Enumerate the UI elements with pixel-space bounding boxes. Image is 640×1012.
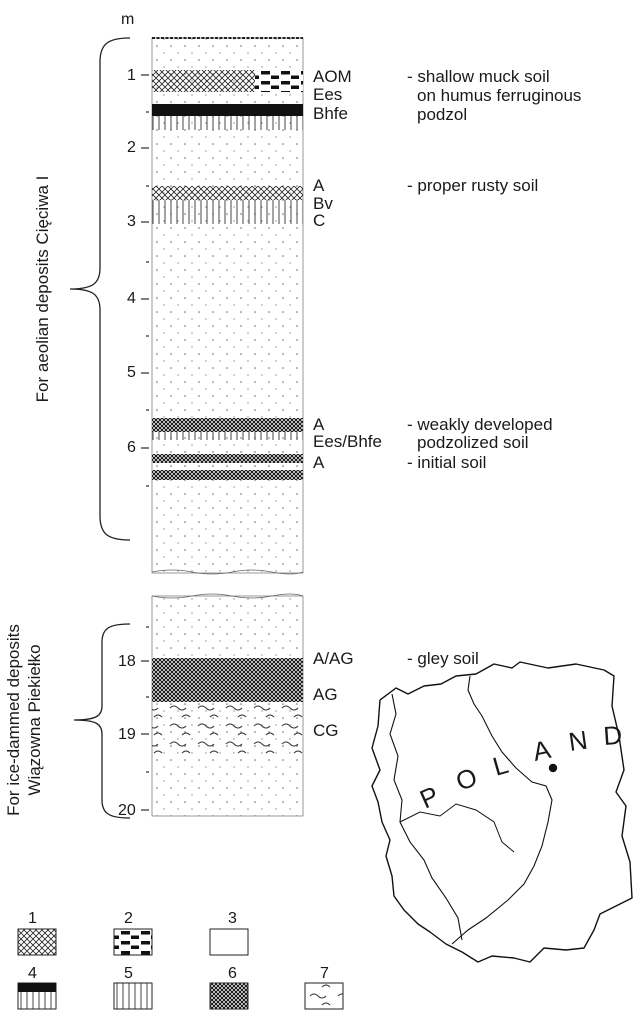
depth-unit-label: m xyxy=(121,11,134,28)
horizon-code: AOM xyxy=(313,67,352,86)
map-country-letter: P xyxy=(415,780,443,814)
tick-label: 20 xyxy=(118,802,136,819)
site-location-marker xyxy=(548,763,558,773)
layer-podzolized-a xyxy=(152,418,303,432)
horizon-description: on humus ferruginous xyxy=(417,86,581,105)
upper-bracket-label: For aeolian deposits Cięciwa I xyxy=(33,176,52,403)
layer-bhfe-illuvial xyxy=(152,116,303,130)
tick-label: 3 xyxy=(127,213,136,230)
upper-depth-scale: 1 2 3 4 5 6 xyxy=(127,67,149,487)
legend-number: 4 xyxy=(28,965,37,982)
horizon-description: - proper rusty soil xyxy=(407,176,538,195)
lower-depth-scale: 18 19 20 xyxy=(118,626,149,819)
tick-label: 1 xyxy=(127,67,136,84)
horizon-description: - shallow muck soil xyxy=(407,67,550,86)
horizon-code: Ees/Bhfe xyxy=(313,432,382,451)
upper-horizon-descriptions: - shallow muck soil on humus ferruginous… xyxy=(407,67,581,472)
legend-swatch-dense xyxy=(209,982,249,1010)
horizon-code: AG xyxy=(313,685,338,704)
layer-aom-muck xyxy=(255,70,303,92)
layer-cg xyxy=(152,702,303,758)
vistula-river xyxy=(451,675,553,945)
horizon-code: Bhfe xyxy=(313,104,348,123)
tick-label: 4 xyxy=(127,290,136,307)
legend-number: 2 xyxy=(124,910,133,927)
horizon-code: A xyxy=(313,176,325,195)
upper-column xyxy=(151,37,304,575)
horizon-code: A xyxy=(313,415,325,434)
legend-swatch-muck xyxy=(113,928,153,956)
lower-bracket xyxy=(73,623,131,819)
horizon-code: A/AG xyxy=(313,649,354,668)
map-country-letter: D xyxy=(602,720,623,751)
map-country-letter: N xyxy=(567,725,590,757)
legend-swatch-vertical xyxy=(113,982,153,1010)
tick-label: 5 xyxy=(127,364,136,381)
horizon-description: - weakly developed xyxy=(407,415,553,434)
tick-label: 19 xyxy=(118,726,136,743)
lower-horizon-codes: A/AG AG CG xyxy=(313,649,354,740)
map-country-letter: O xyxy=(452,762,481,797)
lower-column xyxy=(151,593,304,817)
layer-bhfe xyxy=(152,104,303,116)
upper-horizon-codes: AOM Ees Bhfe A Bv C A Ees/Bhfe A xyxy=(313,67,382,472)
tick-label: 2 xyxy=(127,139,136,156)
tick-label: 6 xyxy=(127,439,136,456)
layer-rusty-bv xyxy=(152,200,303,224)
horizon-code: Bv xyxy=(313,194,333,213)
horizon-code: Ees xyxy=(313,85,342,104)
layer-rusty-a xyxy=(152,186,303,200)
oder-river xyxy=(389,693,463,941)
map-country-letter: L xyxy=(489,749,511,782)
layer-initial-a-lower xyxy=(152,470,303,480)
horizon-description: - initial soil xyxy=(407,453,486,472)
map-country-letter: A xyxy=(530,734,554,767)
legend-number: 3 xyxy=(228,910,237,927)
horizon-code: CG xyxy=(313,721,339,740)
horizon-code: A xyxy=(313,453,325,472)
horizon-description: - gley soil xyxy=(407,649,479,668)
tick-label: 18 xyxy=(118,653,136,670)
legend-number: 5 xyxy=(124,965,133,982)
legend-number: 1 xyxy=(28,910,37,927)
legend-swatch-gley xyxy=(304,982,344,1010)
horizon-description: podzol xyxy=(417,105,467,124)
legend-swatch-sand xyxy=(209,928,249,956)
legend-number: 7 xyxy=(320,965,329,982)
layer-initial-a-upper xyxy=(152,454,303,463)
upper-bracket xyxy=(69,37,131,541)
layer-a-ag xyxy=(152,658,303,702)
layer-podzolized-ees xyxy=(152,432,303,440)
poland-outline xyxy=(371,661,633,963)
legend-swatch-crosshatch xyxy=(17,928,57,956)
warta-river xyxy=(399,803,515,853)
horizon-description: podzolized soil xyxy=(417,433,529,452)
legend-number: 6 xyxy=(228,965,237,982)
lower-bracket-label-line1: For ice-dammed deposits xyxy=(4,624,23,816)
legend: 1 2 3 4 5 6 7 xyxy=(17,910,344,1010)
horizon-code: C xyxy=(313,211,325,230)
poland-map: P O L A N D xyxy=(371,661,633,963)
lower-bracket-label-line2: Wiązowna Piekiełko xyxy=(25,644,44,795)
